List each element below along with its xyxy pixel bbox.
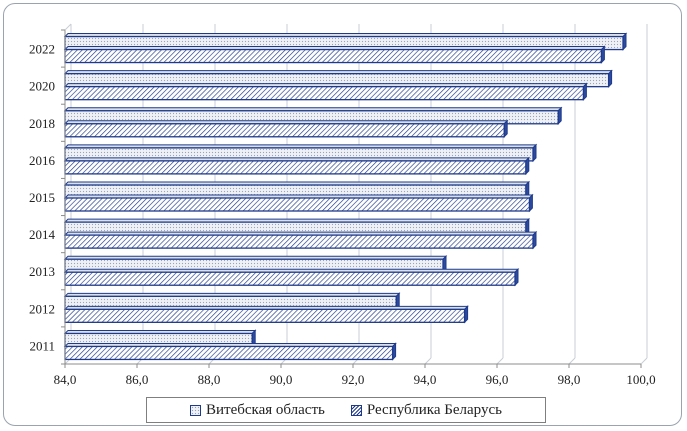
x-tick-label: 92,0 bbox=[342, 372, 365, 387]
bar-belarus bbox=[64, 160, 527, 175]
x-tick-label: 90,0 bbox=[270, 372, 293, 387]
bar-belarus bbox=[64, 48, 603, 64]
bar-belarus bbox=[64, 271, 516, 286]
x-tick-label: 94,0 bbox=[414, 372, 437, 387]
grid-floor-line bbox=[424, 357, 432, 365]
legend-item-vitebsk: Витебская область bbox=[190, 402, 325, 419]
bar-belarus bbox=[64, 308, 466, 323]
x-tick-label: 96,0 bbox=[486, 372, 509, 387]
bar-belarus bbox=[64, 86, 585, 101]
y-tick-label: 2015 bbox=[29, 190, 55, 205]
x-tick-label: 100,0 bbox=[626, 372, 655, 387]
legend-label-belarus: Республика Беларусь bbox=[366, 401, 502, 418]
x-tick-label: 84,0 bbox=[54, 372, 77, 387]
legend-label-vitebsk: Витебская область bbox=[206, 401, 325, 418]
y-tick-label: 2011 bbox=[29, 338, 55, 353]
bar-belarus bbox=[64, 234, 534, 249]
y-tick-label: 2022 bbox=[29, 42, 55, 57]
legend-swatch-dots bbox=[190, 404, 201, 416]
axis-depth-line bbox=[64, 23, 72, 31]
legend-item-belarus: Республика Беларусь bbox=[350, 401, 502, 419]
y-tick-label: 2020 bbox=[29, 79, 55, 94]
chart-frame: 84,0 86,0 88,0 90,0 92,0 94,0 96,0 98,0 100,0 202… bbox=[3, 3, 682, 426]
grid-floor-line bbox=[496, 357, 504, 365]
legend-swatch-hatch bbox=[350, 404, 362, 416]
x-tick-label: 88,0 bbox=[198, 372, 221, 387]
y-tick-label: 2016 bbox=[29, 153, 56, 168]
y-tick-label: 2012 bbox=[29, 301, 55, 316]
x-tick-label: 98,0 bbox=[558, 372, 581, 387]
bar-chart: 84,0 86,0 88,0 90,0 92,0 94,0 96,0 98,0 100,0 202… bbox=[29, 23, 656, 387]
bar-belarus bbox=[64, 123, 505, 138]
x-tick-label: 86,0 bbox=[126, 372, 149, 387]
grid-floor-line bbox=[640, 357, 648, 365]
bar-belarus bbox=[64, 197, 531, 212]
bar-belarus bbox=[64, 345, 394, 361]
grid-floor-line bbox=[568, 357, 576, 365]
y-tick-label: 2013 bbox=[29, 264, 55, 279]
y-tick-label: 2018 bbox=[29, 116, 55, 131]
y-tick-label: 2014 bbox=[29, 227, 56, 242]
chart-legend: Витебская область Республика Беларусь bbox=[146, 397, 546, 423]
